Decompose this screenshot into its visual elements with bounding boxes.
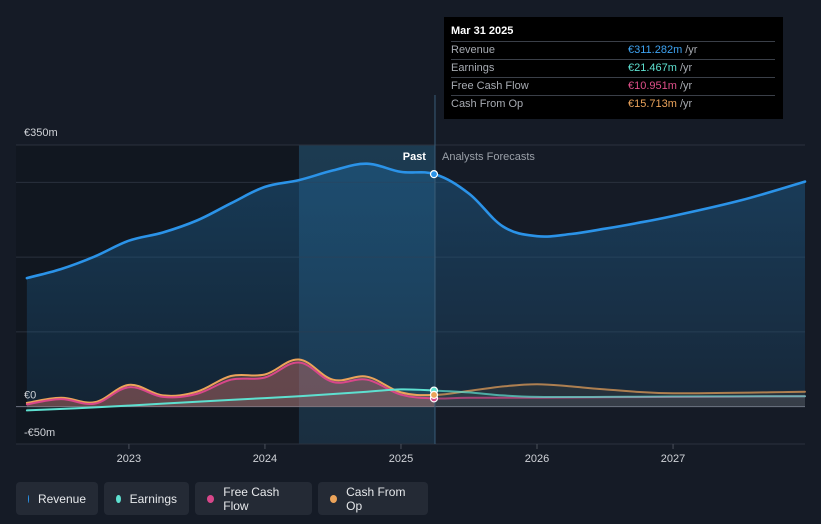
legend-dot-icon xyxy=(330,494,338,503)
revenue-line-forecast xyxy=(434,172,807,238)
y-tick-label: -€50m xyxy=(24,427,55,439)
series-lines xyxy=(25,162,807,412)
tooltip-value: €21.467m xyxy=(628,62,677,74)
earnings-area-forecast xyxy=(434,390,805,407)
past-label: Past xyxy=(403,151,427,163)
free-cash-flow-area-forecast xyxy=(434,396,805,407)
cash-from-op-line-past xyxy=(25,358,435,404)
tooltip-row-cash-from-op: Cash From Op €15.713m /yr xyxy=(451,95,775,113)
tooltip-unit: /yr xyxy=(679,62,693,74)
tooltip-label: Revenue xyxy=(451,44,496,56)
x-tick-label: 2026 xyxy=(525,453,549,465)
legend-label: Earnings xyxy=(129,491,177,506)
chart-legend: Revenue Earnings Free Cash Flow Cash Fro… xyxy=(16,482,428,515)
tooltip-unit: /yr xyxy=(679,80,693,92)
legend-label: Revenue xyxy=(37,491,86,506)
revenue-marker xyxy=(429,170,439,179)
legend-label: Free Cash Flow xyxy=(223,484,280,513)
tooltip-label: Free Cash Flow xyxy=(451,80,529,92)
x-tick-label: 2024 xyxy=(253,453,277,465)
x-tick-label: 2025 xyxy=(389,453,413,465)
tooltip-label: Earnings xyxy=(451,62,495,74)
legend-label: Cash From Op xyxy=(346,484,406,513)
legend-item-earnings[interactable]: Earnings xyxy=(104,482,189,515)
revenue-area xyxy=(26,163,805,407)
free-cash-flow-area-past xyxy=(26,362,435,407)
earnings-line-past xyxy=(25,388,435,412)
tooltip-label: Cash From Op xyxy=(451,98,524,110)
forecast-label: Analysts Forecasts xyxy=(442,151,535,163)
legend-dot-icon xyxy=(28,494,29,503)
tooltip-unit: /yr xyxy=(679,98,693,110)
y-tick-label: €350m xyxy=(24,127,58,139)
cash-from-op-line-forecast xyxy=(434,383,806,396)
y-tick-label: €0 xyxy=(24,390,36,402)
tooltip-unit: /yr xyxy=(685,44,698,56)
y-axis-labels: €350m €0 -€50m xyxy=(24,127,58,439)
tooltip-date: Mar 31 2025 xyxy=(451,25,514,37)
legend-item-revenue[interactable]: Revenue xyxy=(16,482,98,515)
x-tick-label: 2023 xyxy=(117,453,141,465)
x-tick-label: 2027 xyxy=(661,453,685,465)
legend-item-free-cash-flow[interactable]: Free Cash Flow xyxy=(195,482,312,515)
tooltip-row-earnings: Earnings €21.467m /yr xyxy=(451,59,775,77)
revenue-line-past xyxy=(25,162,435,280)
x-axis-labels: 2023 2024 2025 2026 2027 xyxy=(117,444,685,465)
tooltip-value: €10.951m xyxy=(628,80,677,92)
legend-dot-icon xyxy=(207,494,215,503)
tooltip-row-revenue: Revenue €311.282m /yr xyxy=(451,41,775,59)
data-tooltip: Mar 31 2025 Revenue €311.282m /yr Earnin… xyxy=(444,17,783,119)
free-cash-flow-line-past xyxy=(25,361,435,406)
earnings-line-forecast xyxy=(434,389,806,399)
legend-dot-icon xyxy=(116,494,121,503)
cash-from-op-area-forecast xyxy=(434,384,805,407)
tooltip-row-free-cash-flow: Free Cash Flow €10.951m /yr xyxy=(451,77,775,95)
tooltip-value: €15.713m xyxy=(628,98,677,110)
legend-item-cash-from-op[interactable]: Cash From Op xyxy=(318,482,428,515)
tooltip-value: €311.282m xyxy=(628,44,683,56)
cash-from-op-marker xyxy=(429,390,439,399)
hover-markers xyxy=(429,170,439,403)
